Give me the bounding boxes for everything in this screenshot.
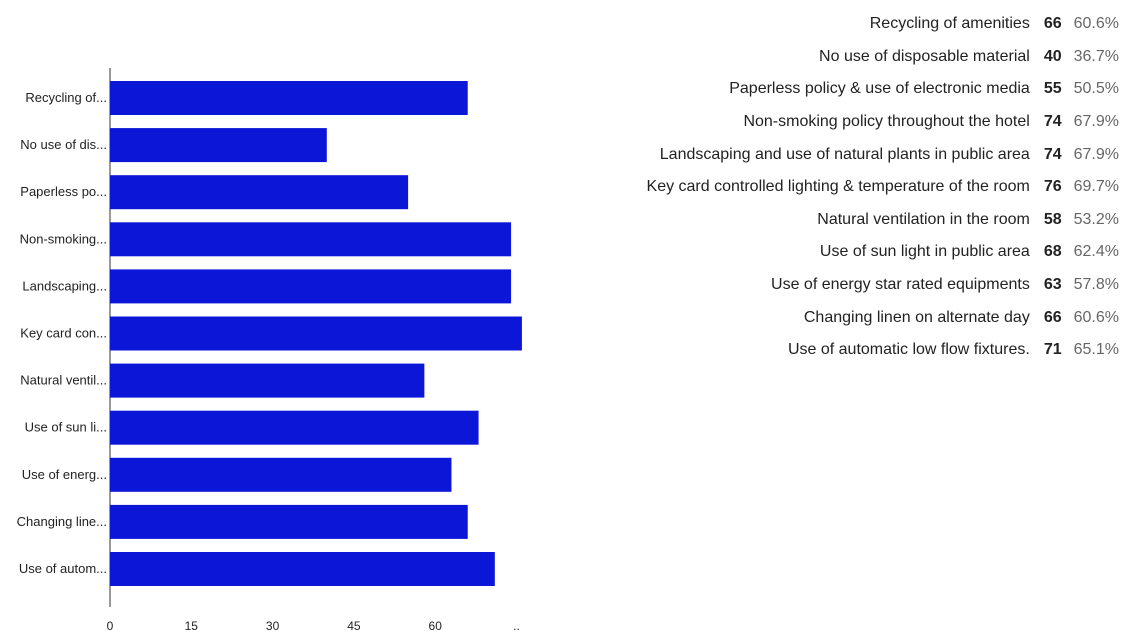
- summary-row: Use of energy star rated equipments 63 57.…: [647, 269, 1119, 302]
- summary-row: No use of disposable material 40 36.7%: [647, 41, 1119, 74]
- category-label: Changing line...: [17, 514, 107, 529]
- response-percent: 62.4%: [1073, 243, 1119, 261]
- response-count: 66: [1043, 15, 1062, 33]
- category-label: No use of dis...: [20, 137, 107, 152]
- response-summary-table: Recycling of amenities 66 60.6% No use of d…: [647, 8, 1119, 367]
- summary-row: Non-smoking policy throughout the hotel 7…: [647, 106, 1119, 139]
- response-count: 63: [1043, 276, 1062, 294]
- x-tick-label: 0: [107, 619, 114, 633]
- category-label: Natural ventil...: [20, 373, 107, 388]
- response-percent: 67.9%: [1073, 113, 1119, 131]
- category-label: Use of autom...: [19, 561, 107, 576]
- option-label: Use of sun light in public area: [819, 243, 1030, 261]
- summary-row: Paperless policy & use of electronic med…: [647, 73, 1119, 106]
- category-label: Recycling of...: [25, 90, 107, 105]
- response-percent: 69.7%: [1073, 178, 1119, 196]
- response-percent: 57.8%: [1073, 276, 1119, 294]
- bar: [110, 504, 468, 539]
- option-label: Changing linen on alternate day: [803, 308, 1030, 326]
- response-count: 58: [1043, 210, 1062, 228]
- category-label: Use of sun li...: [25, 420, 107, 435]
- x-axis-ticks: 0 15 30 45 60..: [107, 619, 520, 633]
- response-count: 40: [1043, 47, 1062, 65]
- bar: [110, 410, 479, 445]
- bar: [110, 81, 468, 115]
- summary-row: Use of sun light in public area 68 62.4%: [647, 236, 1119, 269]
- category-label: Use of energ...: [22, 467, 107, 482]
- category-label: Non-smoking...: [20, 231, 107, 246]
- bar: [110, 552, 495, 586]
- bar: [110, 175, 409, 210]
- summary-row: Natural ventilation in the room 58 53.2%: [647, 204, 1119, 237]
- x-tick-label: 30: [266, 619, 280, 633]
- summary-row: Key card controlled lighting & temperatu…: [647, 171, 1119, 204]
- category-label: Key card con...: [20, 326, 107, 341]
- summary-row: Use of automatic low flow fixtures. 71 65.…: [647, 334, 1119, 367]
- category-labels: Recycling of... No use of dis... Paperless…: [17, 90, 107, 576]
- option-label: Use of energy star rated equipments: [771, 276, 1030, 294]
- bars-group: [110, 81, 522, 586]
- response-percent: 60.6%: [1073, 15, 1119, 33]
- bar: [110, 128, 327, 163]
- response-percent: 60.6%: [1073, 308, 1119, 326]
- category-label: Landscaping...: [22, 278, 107, 293]
- bar: [110, 222, 512, 257]
- option-label: Key card controlled lighting & temperatu…: [646, 178, 1030, 196]
- bar: [110, 316, 522, 351]
- option-label: Use of automatic low flow fixtures.: [787, 341, 1030, 359]
- option-label: Landscaping and use of natural plants in…: [659, 145, 1030, 163]
- response-count: 55: [1043, 80, 1062, 98]
- bar: [110, 457, 452, 492]
- category-label: Paperless po...: [20, 184, 107, 199]
- bar: [110, 269, 512, 304]
- response-count: 74: [1043, 145, 1062, 163]
- option-label: Natural ventilation in the room: [817, 210, 1030, 228]
- summary-row: Landscaping and use of natural plants in…: [647, 138, 1119, 171]
- response-count: 71: [1043, 341, 1062, 359]
- option-label: Paperless policy & use of electronic med…: [729, 80, 1030, 98]
- summary-row: Changing linen on alternate day 66 60.6%: [647, 301, 1119, 334]
- response-percent: 53.2%: [1073, 210, 1119, 228]
- bar-chart: Recycling of... No use of dis... Paperless…: [17, 68, 522, 633]
- response-percent: 36.7%: [1073, 47, 1119, 65]
- x-tick-label: ..: [513, 619, 520, 633]
- summary-row: Recycling of amenities 66 60.6%: [647, 8, 1119, 41]
- x-tick-label: 15: [185, 619, 199, 633]
- response-percent: 65.1%: [1073, 341, 1119, 359]
- response-percent: 67.9%: [1073, 145, 1119, 163]
- response-count: 76: [1043, 178, 1062, 196]
- x-tick-label: 45: [347, 619, 361, 633]
- response-count: 68: [1043, 243, 1062, 261]
- option-label: No use of disposable material: [819, 47, 1030, 65]
- response-count: 66: [1043, 308, 1062, 326]
- bar: [110, 363, 425, 398]
- response-count: 74: [1043, 113, 1062, 131]
- response-percent: 50.5%: [1073, 80, 1119, 98]
- option-label: Recycling of amenities: [869, 15, 1030, 33]
- option-label: Non-smoking policy throughout the hotel: [743, 113, 1030, 131]
- x-tick-label: 60: [429, 619, 443, 633]
